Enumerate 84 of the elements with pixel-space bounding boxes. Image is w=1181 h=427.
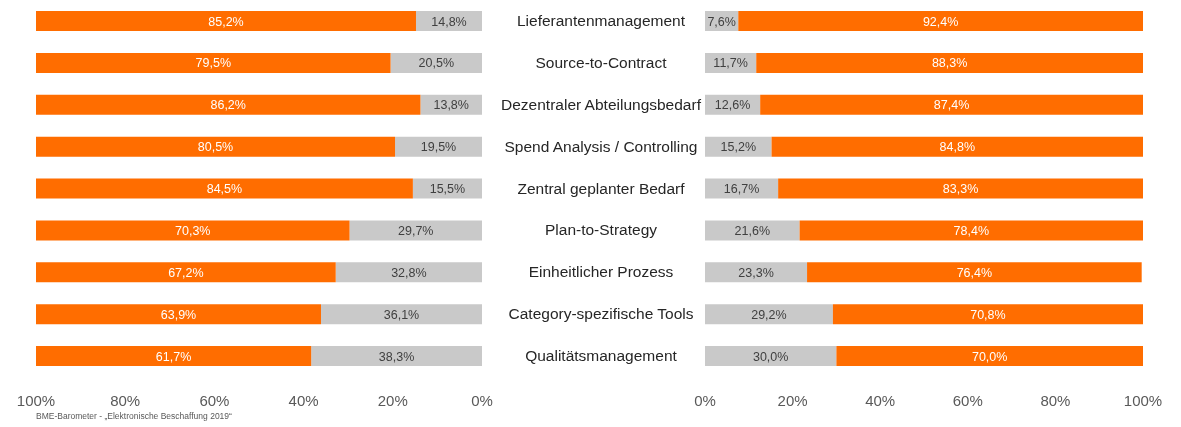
bar	[760, 94, 1143, 115]
text: BME-Barometer - „Elektronische Beschaffung 2019“	[36, 411, 232, 421]
x-tick-label: 40%	[865, 391, 896, 409]
data-label: 30,0%	[752, 349, 789, 364]
y-tick-label: Dezentraler Abteilungsbedarf	[501, 95, 702, 113]
x-tick-label: 20%	[777, 391, 808, 409]
data-label: 32,8%	[391, 265, 427, 280]
data-label: 87,4%	[933, 98, 970, 113]
bar	[705, 262, 808, 283]
data-label: 19,5%	[420, 140, 457, 155]
data-label: 88,3%	[931, 56, 968, 71]
bar	[771, 136, 1143, 157]
data-label: 84,8%	[939, 140, 976, 155]
x-tick-label: 80%	[1040, 391, 1071, 409]
x-tick-label: 60%	[952, 391, 983, 409]
y-tick-label: Qualitätsmanagement	[525, 347, 678, 365]
bar	[836, 346, 1143, 367]
bar	[36, 136, 396, 157]
data-label: 70,0%	[971, 349, 1008, 364]
data-label: 21,6%	[734, 223, 771, 238]
bar	[738, 11, 1143, 31]
data-label: 83,3%	[942, 182, 979, 197]
data-label: 76,4%	[956, 265, 993, 280]
bar	[349, 220, 482, 241]
y-tick-label: Plan-to-Strategy	[545, 221, 658, 239]
data-label: 70,3%	[175, 223, 211, 238]
x-tick-label: 0%	[694, 391, 716, 409]
y-tick-label: Einheitlicher Prozess	[528, 263, 674, 281]
bar	[36, 262, 336, 283]
bar	[36, 11, 416, 31]
bar	[778, 178, 1143, 199]
bar	[335, 262, 482, 283]
bar	[705, 220, 800, 241]
bar	[311, 346, 482, 367]
data-label: 86,2%	[210, 98, 246, 113]
bar	[36, 220, 350, 241]
bar	[799, 220, 1143, 241]
data-label: 13,8%	[433, 98, 469, 113]
data-label: 11,7%	[713, 56, 748, 71]
data-label: 7,6%	[707, 14, 736, 29]
data-label: 92,4%	[922, 14, 959, 29]
x-tick-label: 60%	[199, 391, 230, 409]
data-label: 15,2%	[720, 140, 757, 155]
bar	[705, 346, 837, 367]
x-tick-label: 100%	[16, 391, 56, 409]
bar	[36, 346, 312, 367]
bar	[36, 304, 321, 325]
y-tick-label: Spend Analysis / Controlling	[504, 137, 698, 155]
bar	[36, 52, 391, 73]
x-tick-label: 100%	[1123, 391, 1163, 409]
data-label: 16,7%	[723, 182, 760, 197]
y-tick-label: Source-to-Contract	[535, 53, 668, 71]
bar	[832, 304, 1143, 325]
bar	[320, 304, 482, 325]
data-label: 79,5%	[195, 56, 232, 71]
data-label: 63,9%	[160, 307, 197, 322]
data-label: 61,7%	[155, 349, 192, 364]
data-label: 70,8%	[970, 307, 1006, 322]
data-label: 29,7%	[398, 223, 434, 238]
bar	[807, 262, 1142, 283]
x-tick-label: 40%	[288, 391, 319, 409]
data-label: 14,8%	[431, 14, 467, 29]
data-label: 80,5%	[197, 140, 234, 155]
data-label: 38,3%	[378, 349, 415, 364]
x-tick-label: 20%	[377, 391, 408, 409]
data-label: 78,4%	[953, 223, 990, 238]
data-label: 15,5%	[429, 182, 466, 197]
y-tick-label: Lieferantenmanagement	[516, 11, 686, 29]
bar	[705, 304, 833, 325]
data-label: 85,2%	[208, 14, 244, 29]
bar	[36, 178, 413, 199]
x-tick-label: 0%	[471, 391, 493, 409]
data-label: 20,5%	[418, 56, 455, 71]
y-tick-label: Zentral geplanter Bedarf	[517, 179, 686, 197]
data-label: 84,5%	[206, 182, 243, 197]
bar	[756, 52, 1143, 73]
bar	[36, 94, 421, 115]
data-label: 36,1%	[383, 307, 420, 322]
y-tick-label: Category-spezifische Tools	[508, 305, 694, 323]
x-tick-label: 80%	[110, 391, 141, 409]
data-label: 23,3%	[738, 265, 774, 280]
data-label: 12,6%	[714, 98, 751, 113]
data-label: 67,2%	[168, 265, 204, 280]
data-label: 29,2%	[751, 307, 787, 322]
